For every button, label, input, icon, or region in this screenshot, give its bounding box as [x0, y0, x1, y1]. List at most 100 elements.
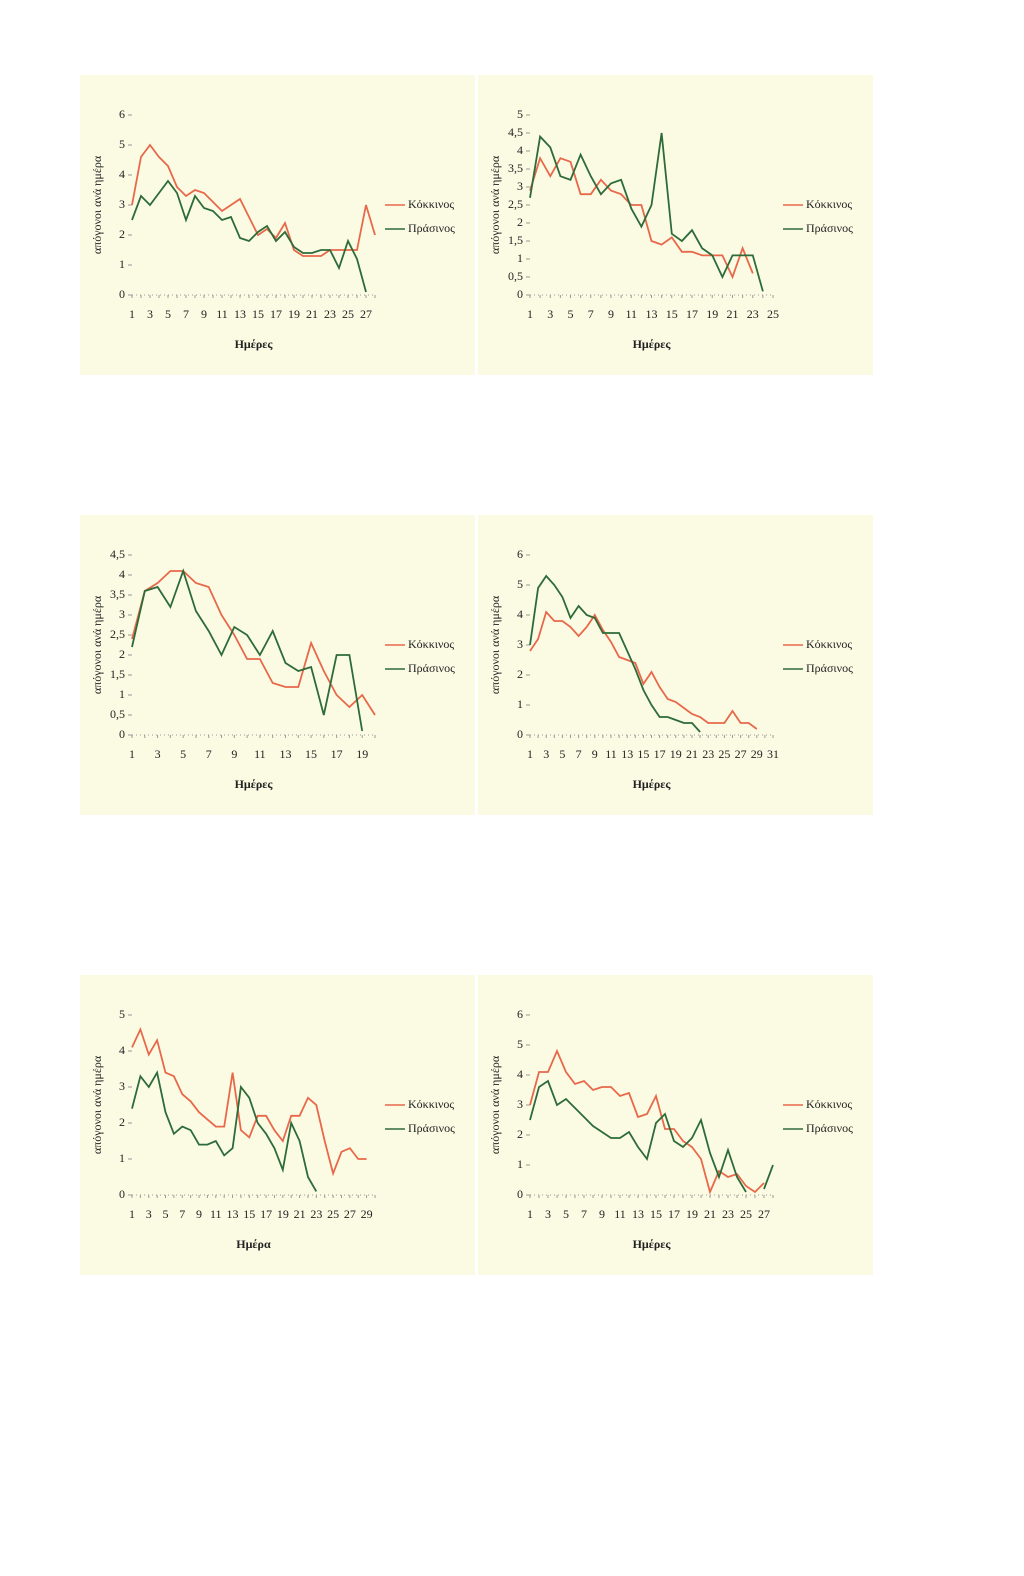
y-tick-label: 2	[119, 647, 125, 661]
x-tick-label: 27	[735, 747, 747, 761]
series-line	[131, 570, 376, 716]
x-tick-label: 7	[206, 747, 212, 761]
x-tick-label: 23	[324, 307, 336, 321]
x-tick-label: 29	[361, 1207, 373, 1221]
legend-label: Πράσινος	[408, 221, 455, 235]
x-tick-label: 13	[621, 747, 633, 761]
x-tick-label: 11	[210, 1207, 222, 1221]
series-line	[131, 179, 367, 293]
x-tick-label: 25	[342, 307, 354, 321]
y-tick-label: 1,5	[110, 667, 125, 681]
y-tick-label: 6	[517, 547, 523, 561]
x-tick-label: 9	[231, 747, 237, 761]
x-tick-label: 23	[747, 307, 759, 321]
y-tick-label: 3	[119, 1079, 125, 1093]
y-axis-title: απόγονοι ανά ημέρα	[90, 155, 104, 254]
y-tick-label: 2	[517, 215, 523, 229]
y-tick-label: 4	[517, 143, 523, 157]
x-axis-title: Ημέρες	[633, 777, 672, 791]
x-tick-label: 27	[344, 1207, 356, 1221]
x-tick-label: 21	[727, 307, 739, 321]
x-tick-label: 11	[605, 747, 617, 761]
x-tick-label: 23	[702, 747, 714, 761]
x-tick-label: 19	[670, 747, 682, 761]
y-tick-label: 6	[119, 107, 125, 121]
y-axis-title: απόγονοι ανά ημέρα	[488, 595, 502, 694]
x-tick-label: 17	[686, 307, 698, 321]
y-axis-title: απόγονοι ανά ημέρα	[488, 155, 502, 254]
y-tick-label: 2,5	[110, 627, 125, 641]
x-tick-label: 5	[563, 1207, 569, 1221]
y-tick-label: 3	[517, 637, 523, 651]
y-axis-title: απόγονοι ανά ημέρα	[90, 1055, 104, 1154]
y-tick-label: 2	[119, 227, 125, 241]
x-tick-label: 11	[614, 1207, 626, 1221]
x-tick-label: 1	[527, 307, 533, 321]
y-tick-label: 1	[517, 697, 523, 711]
x-tick-label: 19	[686, 1207, 698, 1221]
x-tick-label: 5	[165, 307, 171, 321]
x-tick-label: 29	[751, 747, 763, 761]
y-tick-label: 5	[517, 1037, 523, 1051]
x-tick-label: 13	[279, 747, 291, 761]
legend-label: Κόκκινος	[408, 637, 454, 651]
series-line	[529, 155, 754, 280]
x-tick-label: 1	[527, 747, 533, 761]
x-tick-label: 17	[260, 1207, 272, 1221]
legend-label: Πράσινος	[806, 1121, 853, 1135]
y-tick-label: 3	[517, 179, 523, 193]
y-tick-label: 0	[119, 287, 125, 301]
x-tick-label: 15	[666, 307, 678, 321]
y-tick-label: 5	[517, 107, 523, 121]
y-tick-label: 5	[119, 137, 125, 151]
x-axis-title: Ημέρες	[235, 337, 274, 351]
y-tick-label: 4	[119, 167, 125, 181]
y-tick-label: 0,5	[508, 269, 523, 283]
x-tick-label: 3	[545, 1207, 551, 1221]
x-tick-label: 15	[637, 747, 649, 761]
legend-label: Κόκκινος	[408, 197, 454, 211]
line-chart: 00,511,522,533,544,551 3 5 7 9 11 13 15 17 19 21 23…	[478, 75, 873, 375]
x-tick-label: 7	[576, 747, 582, 761]
x-tick-label: 13	[646, 307, 658, 321]
x-tick-label: 25	[740, 1207, 752, 1221]
x-tick-label: 3	[543, 747, 549, 761]
x-tick-label: 3	[547, 307, 553, 321]
x-tick-label: 3	[146, 1207, 152, 1221]
x-tick-label: 25	[767, 307, 779, 321]
legend-label: Πράσινος	[408, 1121, 455, 1135]
x-tick-label: 7	[179, 1207, 185, 1221]
x-tick-label: 15	[305, 747, 317, 761]
y-tick-label: 5	[517, 577, 523, 591]
y-tick-label: 3	[119, 197, 125, 211]
series-line	[529, 574, 701, 733]
series-line	[529, 1079, 774, 1193]
series-line	[529, 610, 758, 730]
y-tick-label: 4	[119, 567, 125, 581]
x-tick-label: 9	[196, 1207, 202, 1221]
x-tick-label: 7	[183, 307, 189, 321]
x-tick-label: 15	[243, 1207, 255, 1221]
x-tick-label: 17	[668, 1207, 680, 1221]
x-tick-label: 11	[216, 307, 228, 321]
y-axis-title: απόγονοι ανά ημέρα	[90, 595, 104, 694]
legend-label: Κόκκινος	[806, 197, 852, 211]
x-tick-label: 17	[331, 747, 343, 761]
y-tick-label: 0	[119, 1187, 125, 1201]
x-tick-label: 19	[288, 307, 300, 321]
x-tick-label: 21	[704, 1207, 716, 1221]
x-tick-label: 13	[234, 307, 246, 321]
x-tick-label: 5	[163, 1207, 169, 1221]
x-tick-label: 23	[722, 1207, 734, 1221]
y-tick-label: 1	[119, 257, 125, 271]
x-tick-label: 5	[180, 747, 186, 761]
x-tick-label: 21	[686, 747, 698, 761]
series-line	[131, 568, 364, 732]
x-tick-label: 11	[625, 307, 637, 321]
x-tick-label: 1	[129, 747, 135, 761]
y-tick-label: 4,5	[110, 547, 125, 561]
